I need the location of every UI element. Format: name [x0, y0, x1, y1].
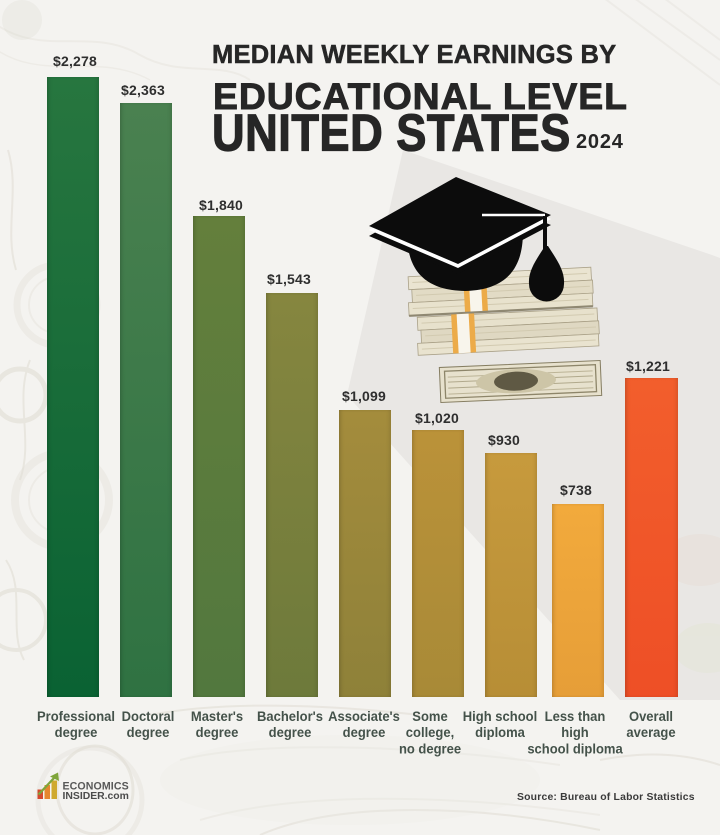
svg-text:INSIDER.com: INSIDER.com	[63, 791, 129, 802]
svg-text:ECONOMICS: ECONOMICS	[63, 781, 129, 793]
